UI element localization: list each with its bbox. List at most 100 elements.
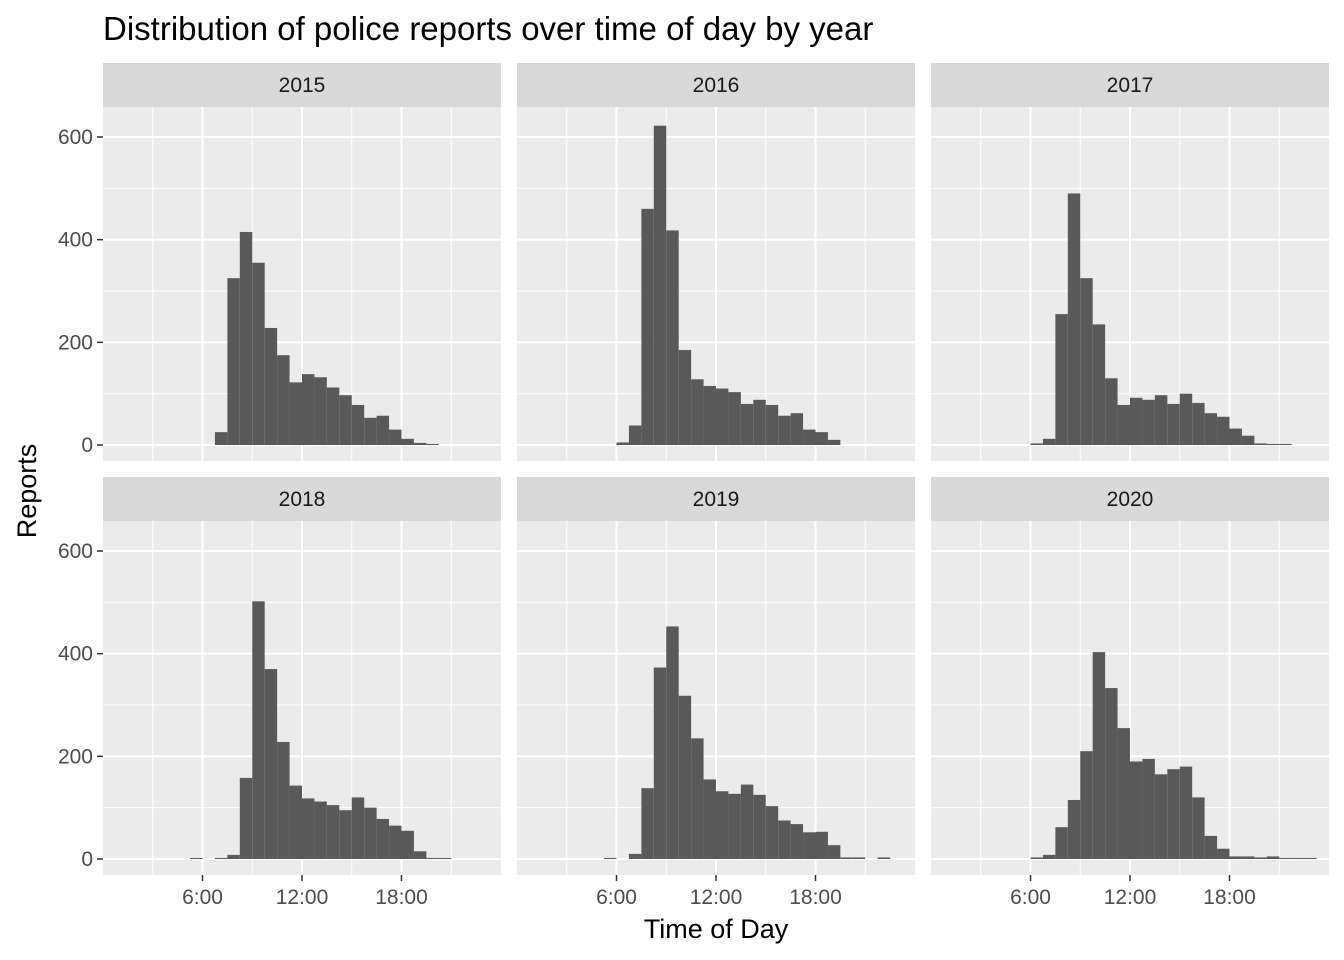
- facet-strip-label: 2019: [693, 488, 740, 511]
- histogram-bar: [1142, 399, 1155, 445]
- histogram-bar: [728, 392, 741, 445]
- facet-panel-2019: 2019 6:00 12:00 18:00: [517, 477, 915, 909]
- histogram-bar: [1117, 404, 1130, 445]
- histogram-bar: [1254, 443, 1267, 445]
- histogram-bar: [1154, 774, 1168, 859]
- histogram-bar: [426, 443, 439, 445]
- y-tick-label: 0: [81, 434, 93, 457]
- facet-strip: [517, 63, 915, 107]
- histogram-bar: [753, 399, 766, 445]
- histogram-bar: [401, 438, 414, 445]
- y-tick-label: 600: [58, 126, 93, 149]
- histogram-bar: [1179, 766, 1193, 859]
- histogram-bar: [1042, 854, 1056, 859]
- histogram-bar: [815, 831, 828, 859]
- histogram-bar: [1229, 856, 1242, 859]
- x-axis-title: Time of Day: [644, 914, 789, 944]
- histogram-bar: [389, 429, 402, 445]
- histogram-bar: [628, 425, 642, 445]
- x-tick-label: 6:00: [1010, 886, 1051, 909]
- histogram-bar: [728, 793, 741, 859]
- x-tick-label: 6:00: [596, 886, 637, 909]
- histogram-bar: [214, 432, 228, 445]
- histogram-bar: [364, 807, 377, 859]
- histogram-bar: [778, 415, 791, 445]
- histogram-bar: [1130, 761, 1143, 859]
- histogram-bar: [803, 832, 816, 859]
- histogram-bar: [227, 854, 240, 859]
- histogram-bar: [1266, 856, 1280, 859]
- histogram-bar: [1080, 278, 1093, 445]
- histogram-bar: [1067, 799, 1081, 859]
- histogram-bar: [1279, 857, 1292, 859]
- facet-strip-label: 2016: [693, 74, 740, 97]
- histogram-bar: [326, 805, 340, 859]
- y-axis-title: Reports: [12, 444, 42, 539]
- histogram-bar: [1241, 856, 1255, 859]
- histogram-bar: [790, 824, 804, 859]
- histogram-bar: [1204, 835, 1218, 859]
- histogram-bar: [790, 413, 804, 445]
- histogram-bar: [426, 857, 439, 859]
- histogram-bar: [703, 385, 716, 445]
- histogram-bar: [190, 857, 203, 859]
- histogram-bar: [877, 857, 891, 859]
- histogram-bar: [1067, 193, 1081, 445]
- histogram-bar: [1217, 848, 1230, 859]
- histogram-bar: [1055, 827, 1068, 859]
- histogram-bar: [1154, 395, 1168, 445]
- histogram-bar: [827, 845, 841, 859]
- histogram-bar: [214, 857, 228, 859]
- histogram-bar: [1266, 443, 1280, 445]
- facet-panel-2018: 2018 0 200 400 600 6:00 12:00 18:00: [58, 477, 501, 909]
- x-tick-label: 12:00: [690, 886, 743, 909]
- histogram-bar: [653, 125, 667, 445]
- histogram-bar: [239, 777, 253, 859]
- histogram-bar: [641, 788, 654, 859]
- histogram-bar: [1092, 652, 1106, 859]
- histogram-bar: [641, 208, 654, 445]
- histogram-bar: [289, 382, 302, 445]
- histogram-bar: [264, 669, 278, 859]
- histogram-bar: [1241, 435, 1255, 445]
- histogram-bar: [740, 784, 754, 859]
- histogram-bar: [413, 442, 427, 445]
- histogram-bar: [1080, 751, 1093, 859]
- histogram-bar: [1030, 857, 1043, 859]
- histogram-bar: [438, 857, 452, 859]
- histogram-bar: [815, 432, 828, 445]
- histogram-bar: [302, 798, 315, 859]
- histogram-bar: [1030, 443, 1043, 445]
- facet-panel-2020: 2020 6:00 12:00 18:00: [931, 477, 1329, 909]
- histogram-bar: [765, 404, 779, 445]
- histogram-bar: [376, 415, 390, 445]
- histogram-bar: [227, 278, 240, 445]
- facet-panel-2016: 2016: [517, 63, 915, 461]
- histogram-bar: [716, 388, 729, 445]
- facet-strip: [931, 63, 1329, 107]
- facet-strip: [103, 477, 501, 521]
- x-tick-label: 18:00: [375, 886, 428, 909]
- histogram-bar: [653, 667, 667, 859]
- histogram-bar: [1142, 758, 1155, 859]
- histogram-bar: [339, 395, 352, 445]
- y-tick-label: 200: [58, 331, 93, 354]
- x-tick-label: 12:00: [276, 886, 329, 909]
- histogram-bar: [277, 355, 290, 445]
- histogram-bar: [1229, 428, 1242, 445]
- histogram-bar: [252, 262, 265, 445]
- histogram-bar: [1105, 378, 1118, 445]
- facet-strip-label: 2015: [279, 74, 326, 97]
- histogram-bar: [289, 785, 302, 859]
- histogram-bar: [753, 794, 766, 859]
- histogram-bar: [1042, 438, 1056, 445]
- histogram-bar: [339, 810, 352, 859]
- facet-strip-label: 2020: [1107, 488, 1154, 511]
- histogram-bar: [364, 417, 377, 445]
- histogram-bar: [1167, 769, 1180, 859]
- x-tick-label: 18:00: [1203, 886, 1256, 909]
- histogram-bar: [1092, 324, 1106, 445]
- histogram-bar: [277, 741, 290, 859]
- histogram-bar: [616, 442, 629, 445]
- histogram-bar: [326, 387, 340, 445]
